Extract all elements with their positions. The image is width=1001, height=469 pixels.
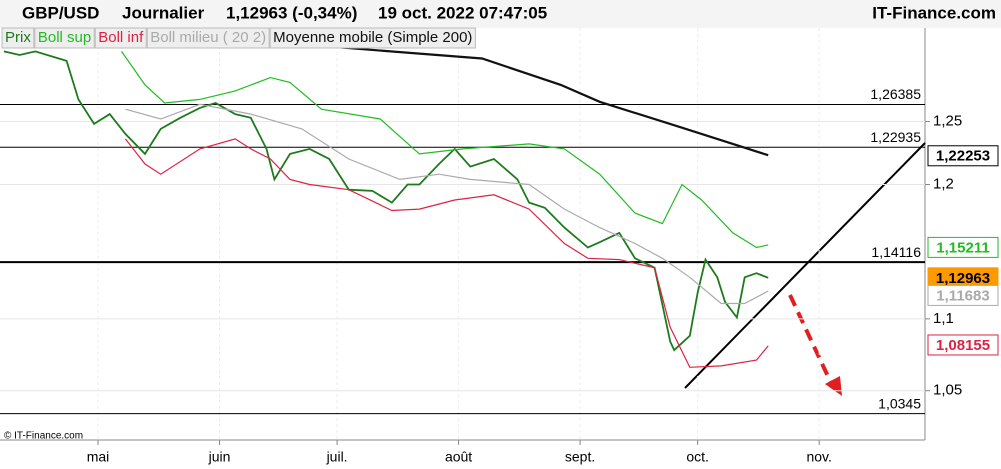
series-line [301,43,769,157]
series-line [124,138,769,368]
site: IT-Finance.com [872,3,996,22]
legend-box [1,27,35,49]
legend-box [94,27,147,49]
legend-box [34,27,95,49]
level-label: 1,0345 [878,395,921,411]
arrow-shaft [788,294,834,386]
series-line [3,50,769,352]
legend-entry: Boll sup [38,29,91,46]
quote: 1,12963 (-0,34%) [226,3,357,22]
x-tick-label: mai [87,449,110,465]
last-value-box [927,284,999,306]
last-value-label: 1,22253 [936,148,990,165]
legend-box [269,27,476,49]
datetime: 19 oct. 2022 07:47:05 [378,3,547,22]
last-value-label: 1,12963 [936,270,990,287]
last-value-label: 1,11683 [936,287,989,304]
footer: © IT-Finance.com [4,431,83,442]
x-tick-label: juin [208,449,231,465]
last-value-box [927,145,999,167]
last-value-label: 1,08155 [936,337,990,354]
last-value-box [927,334,999,356]
header-bar [0,0,1001,28]
arrow-head [825,376,842,396]
y-tick-label: 1,25 [933,112,962,129]
y-tick-label: 1,05 [933,382,962,399]
legend: Prix Boll sup Boll inf Boll milieu ( 20 2) M… [1,27,476,49]
x-tick-label: juil. [326,449,348,465]
y-tick-label: 1,2 [933,175,954,192]
x-tick-label: sept. [565,449,595,465]
legend-entry: Moyenne mobile (Simple 200) [273,29,472,46]
x-tick-label: oct. [686,449,709,465]
level-label: 1,14116 [871,244,921,260]
legend-entry: Boll milieu ( 20 2) [150,29,266,46]
x-tick-label: nov. [806,449,831,465]
period: Journalier [122,3,205,22]
last-value-box [927,236,999,258]
level-label: 1,26385 [870,86,921,102]
trend-line [684,142,926,389]
symbol: GBP/USD [22,3,99,22]
y-tick-label: 1,1 [933,310,954,327]
series-line [125,103,769,305]
legend-box [146,27,270,49]
legend-entry: Boll inf [98,29,144,46]
legend-entry: Prix [5,29,31,46]
x-tick-label: août [445,449,472,465]
series-line [121,51,769,249]
level-label: 1,22935 [870,129,921,145]
last-value-label: 1,15211 [936,239,989,256]
